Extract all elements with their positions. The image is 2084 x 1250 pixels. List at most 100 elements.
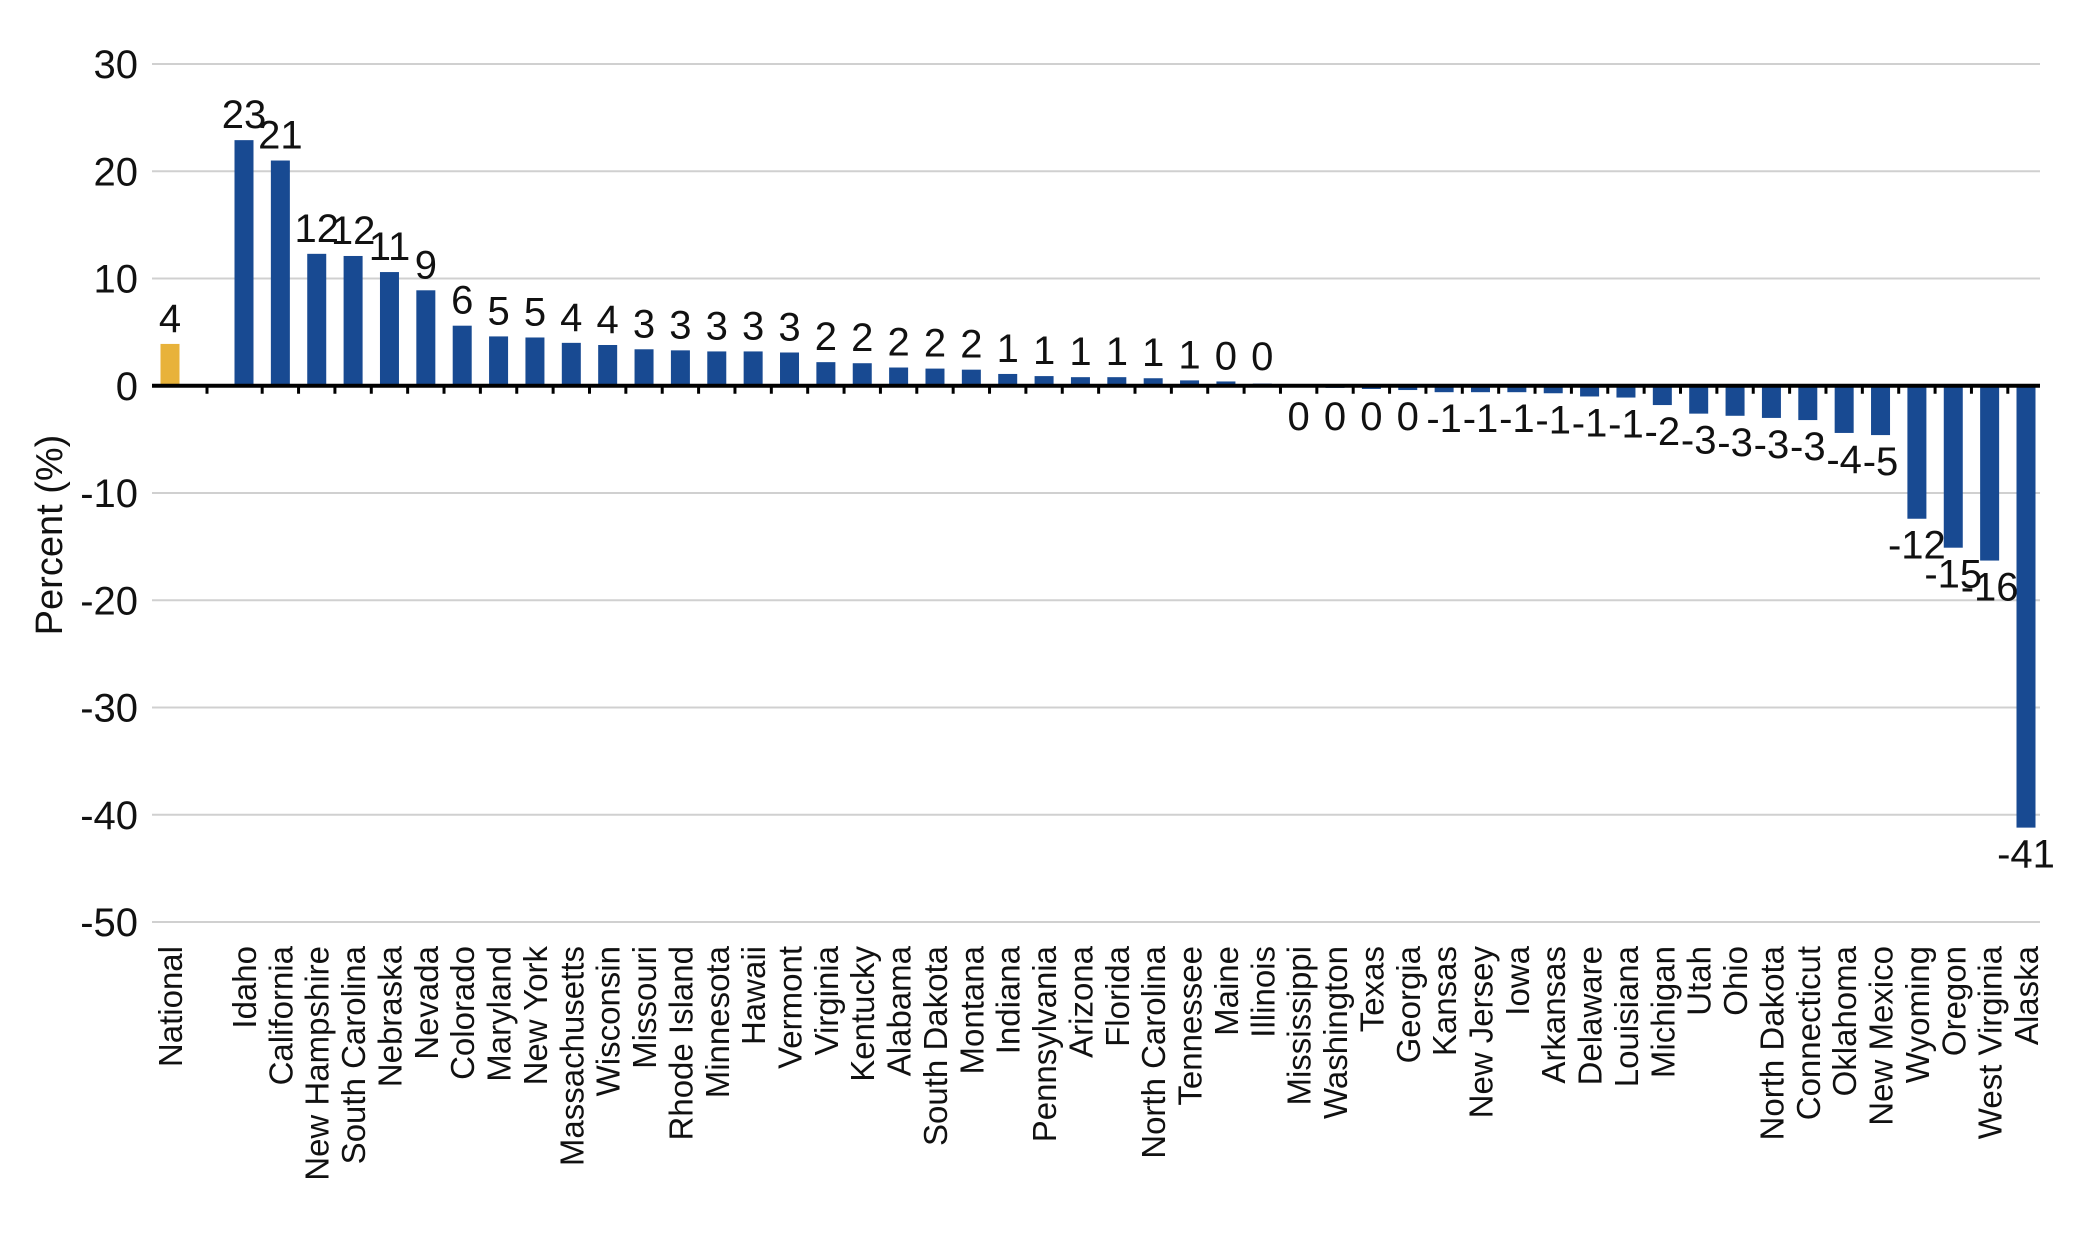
bar-alaska: [2016, 385, 2036, 828]
bar-value-label: 2: [887, 321, 909, 365]
y-tick-label: 30: [94, 43, 139, 87]
bar-tennessee: [1180, 380, 1200, 386]
bar-pennsylvania: [1034, 376, 1054, 386]
bar-new-jersey: [1470, 385, 1490, 393]
bar-value-label: 3: [778, 306, 800, 350]
bar-wisconsin: [598, 344, 618, 386]
bar-value-label: 21: [258, 114, 303, 158]
bar-hawaii: [743, 351, 763, 386]
bar-value-label: -2: [1645, 410, 1681, 454]
category-label: New Jersey: [1462, 946, 1499, 1119]
category-label: Utah: [1681, 946, 1718, 1016]
bar-north-carolina: [1143, 378, 1163, 386]
category-label: Alaska: [2008, 945, 2045, 1045]
bar-national: [160, 343, 180, 386]
bar-california: [270, 160, 290, 386]
bar-kansas: [1434, 385, 1454, 393]
bar-value-label: 2: [851, 316, 873, 360]
category-label: Oklahoma: [1826, 945, 1863, 1096]
bar-michigan: [1652, 385, 1672, 406]
category-label: South Dakota: [917, 945, 954, 1146]
bar-value-label: 5: [487, 289, 509, 333]
bar-value-label: -15: [1924, 553, 1982, 597]
bar-connecticut: [1798, 385, 1818, 421]
category-label: Montana: [953, 945, 990, 1074]
category-label: Hawaii: [735, 946, 772, 1045]
bar-west-virginia: [1980, 385, 2000, 561]
bar-arizona: [1070, 377, 1090, 386]
category-label: Vermont: [772, 946, 809, 1069]
category-label: Maine: [1208, 946, 1245, 1036]
bar-florida: [1107, 377, 1127, 386]
bar-maine: [1216, 381, 1236, 386]
category-label: Arizona: [1062, 945, 1099, 1058]
category-label: Louisiana: [1608, 945, 1645, 1087]
category-label: North Dakota: [1753, 945, 1790, 1140]
bar-value-label: 0: [1215, 334, 1237, 378]
bar-kentucky: [852, 363, 872, 386]
category-label: Mississippi: [1281, 946, 1318, 1106]
bar-value-label: -1: [1572, 401, 1608, 445]
bar-value-label: 1: [1033, 329, 1055, 373]
bar-new-hampshire: [307, 253, 327, 386]
bar-value-label: 23: [222, 93, 267, 137]
bar-georgia: [1398, 385, 1418, 391]
bar-value-label: -3: [1754, 423, 1790, 467]
bar-louisiana: [1616, 385, 1636, 398]
bar-value-label: -3: [1717, 421, 1753, 465]
category-label: Ohio: [1717, 946, 1754, 1016]
y-tick-label: -30: [80, 687, 138, 731]
bar-value-label: 3: [633, 302, 655, 346]
y-axis-ticks: 30 20 10 0 -10 -20 -30 -40 -50: [80, 43, 138, 945]
bar-value-label: -16: [1961, 566, 2019, 610]
bar-value-label: 5: [524, 290, 546, 334]
category-labels: National Idaho California New Hampshire Sout…: [152, 945, 2045, 1180]
bar-value-label: 0: [1288, 395, 1310, 439]
bar-value-label: -5: [1863, 440, 1899, 484]
bar-north-dakota: [1761, 385, 1781, 418]
bar-wyoming: [1907, 385, 1927, 519]
bar-rhode-island: [670, 350, 690, 386]
bar-value-label: -1: [1499, 397, 1535, 441]
category-label: Wyoming: [1899, 946, 1936, 1083]
bar-colorado: [452, 325, 472, 386]
bar-delaware: [1580, 385, 1600, 397]
category-label: New York: [517, 946, 554, 1086]
bar-oregon: [1943, 385, 1963, 548]
category-label: Connecticut: [1790, 946, 1827, 1120]
y-axis-title: Percent (%): [29, 435, 71, 636]
bar-value-label: -1: [1463, 397, 1499, 441]
bar-idaho: [234, 140, 254, 386]
bar-value-label: 1: [1142, 331, 1164, 375]
bar-value-label: 0: [1324, 395, 1346, 439]
bar-value-label: 0: [1251, 335, 1273, 379]
bar-new-mexico: [1871, 385, 1891, 436]
bar-value-label: 12: [331, 209, 376, 253]
bar-missouri: [634, 349, 654, 386]
bar-iowa: [1507, 385, 1527, 393]
category-label: Iowa: [1499, 945, 1536, 1015]
category-label: Michigan: [1644, 946, 1681, 1078]
category-label: Florida: [1099, 945, 1136, 1047]
bar-value-label: -3: [1681, 419, 1717, 463]
bar-indiana: [998, 373, 1018, 386]
bar-value-label: 4: [159, 297, 181, 341]
category-label: California: [262, 945, 299, 1085]
category-label: Arkansas: [1535, 946, 1572, 1084]
bar-value-label: -41: [1997, 833, 2055, 877]
category-label: Alabama: [881, 945, 918, 1076]
bar-value-label: 9: [415, 243, 437, 287]
bar-alabama: [889, 367, 909, 386]
bar-value-label: 3: [669, 303, 691, 347]
category-label: Illinois: [1244, 946, 1281, 1038]
y-tick-label: 10: [94, 258, 139, 302]
category-label: Tennessee: [1172, 946, 1209, 1106]
category-label: Pennsylvania: [1026, 945, 1063, 1142]
grid-lines: [152, 63, 2040, 923]
bar-ohio: [1725, 385, 1745, 416]
bar-value-label: 3: [742, 304, 764, 348]
bar-value-label: 2: [815, 315, 837, 359]
bar-arkansas: [1543, 385, 1563, 394]
